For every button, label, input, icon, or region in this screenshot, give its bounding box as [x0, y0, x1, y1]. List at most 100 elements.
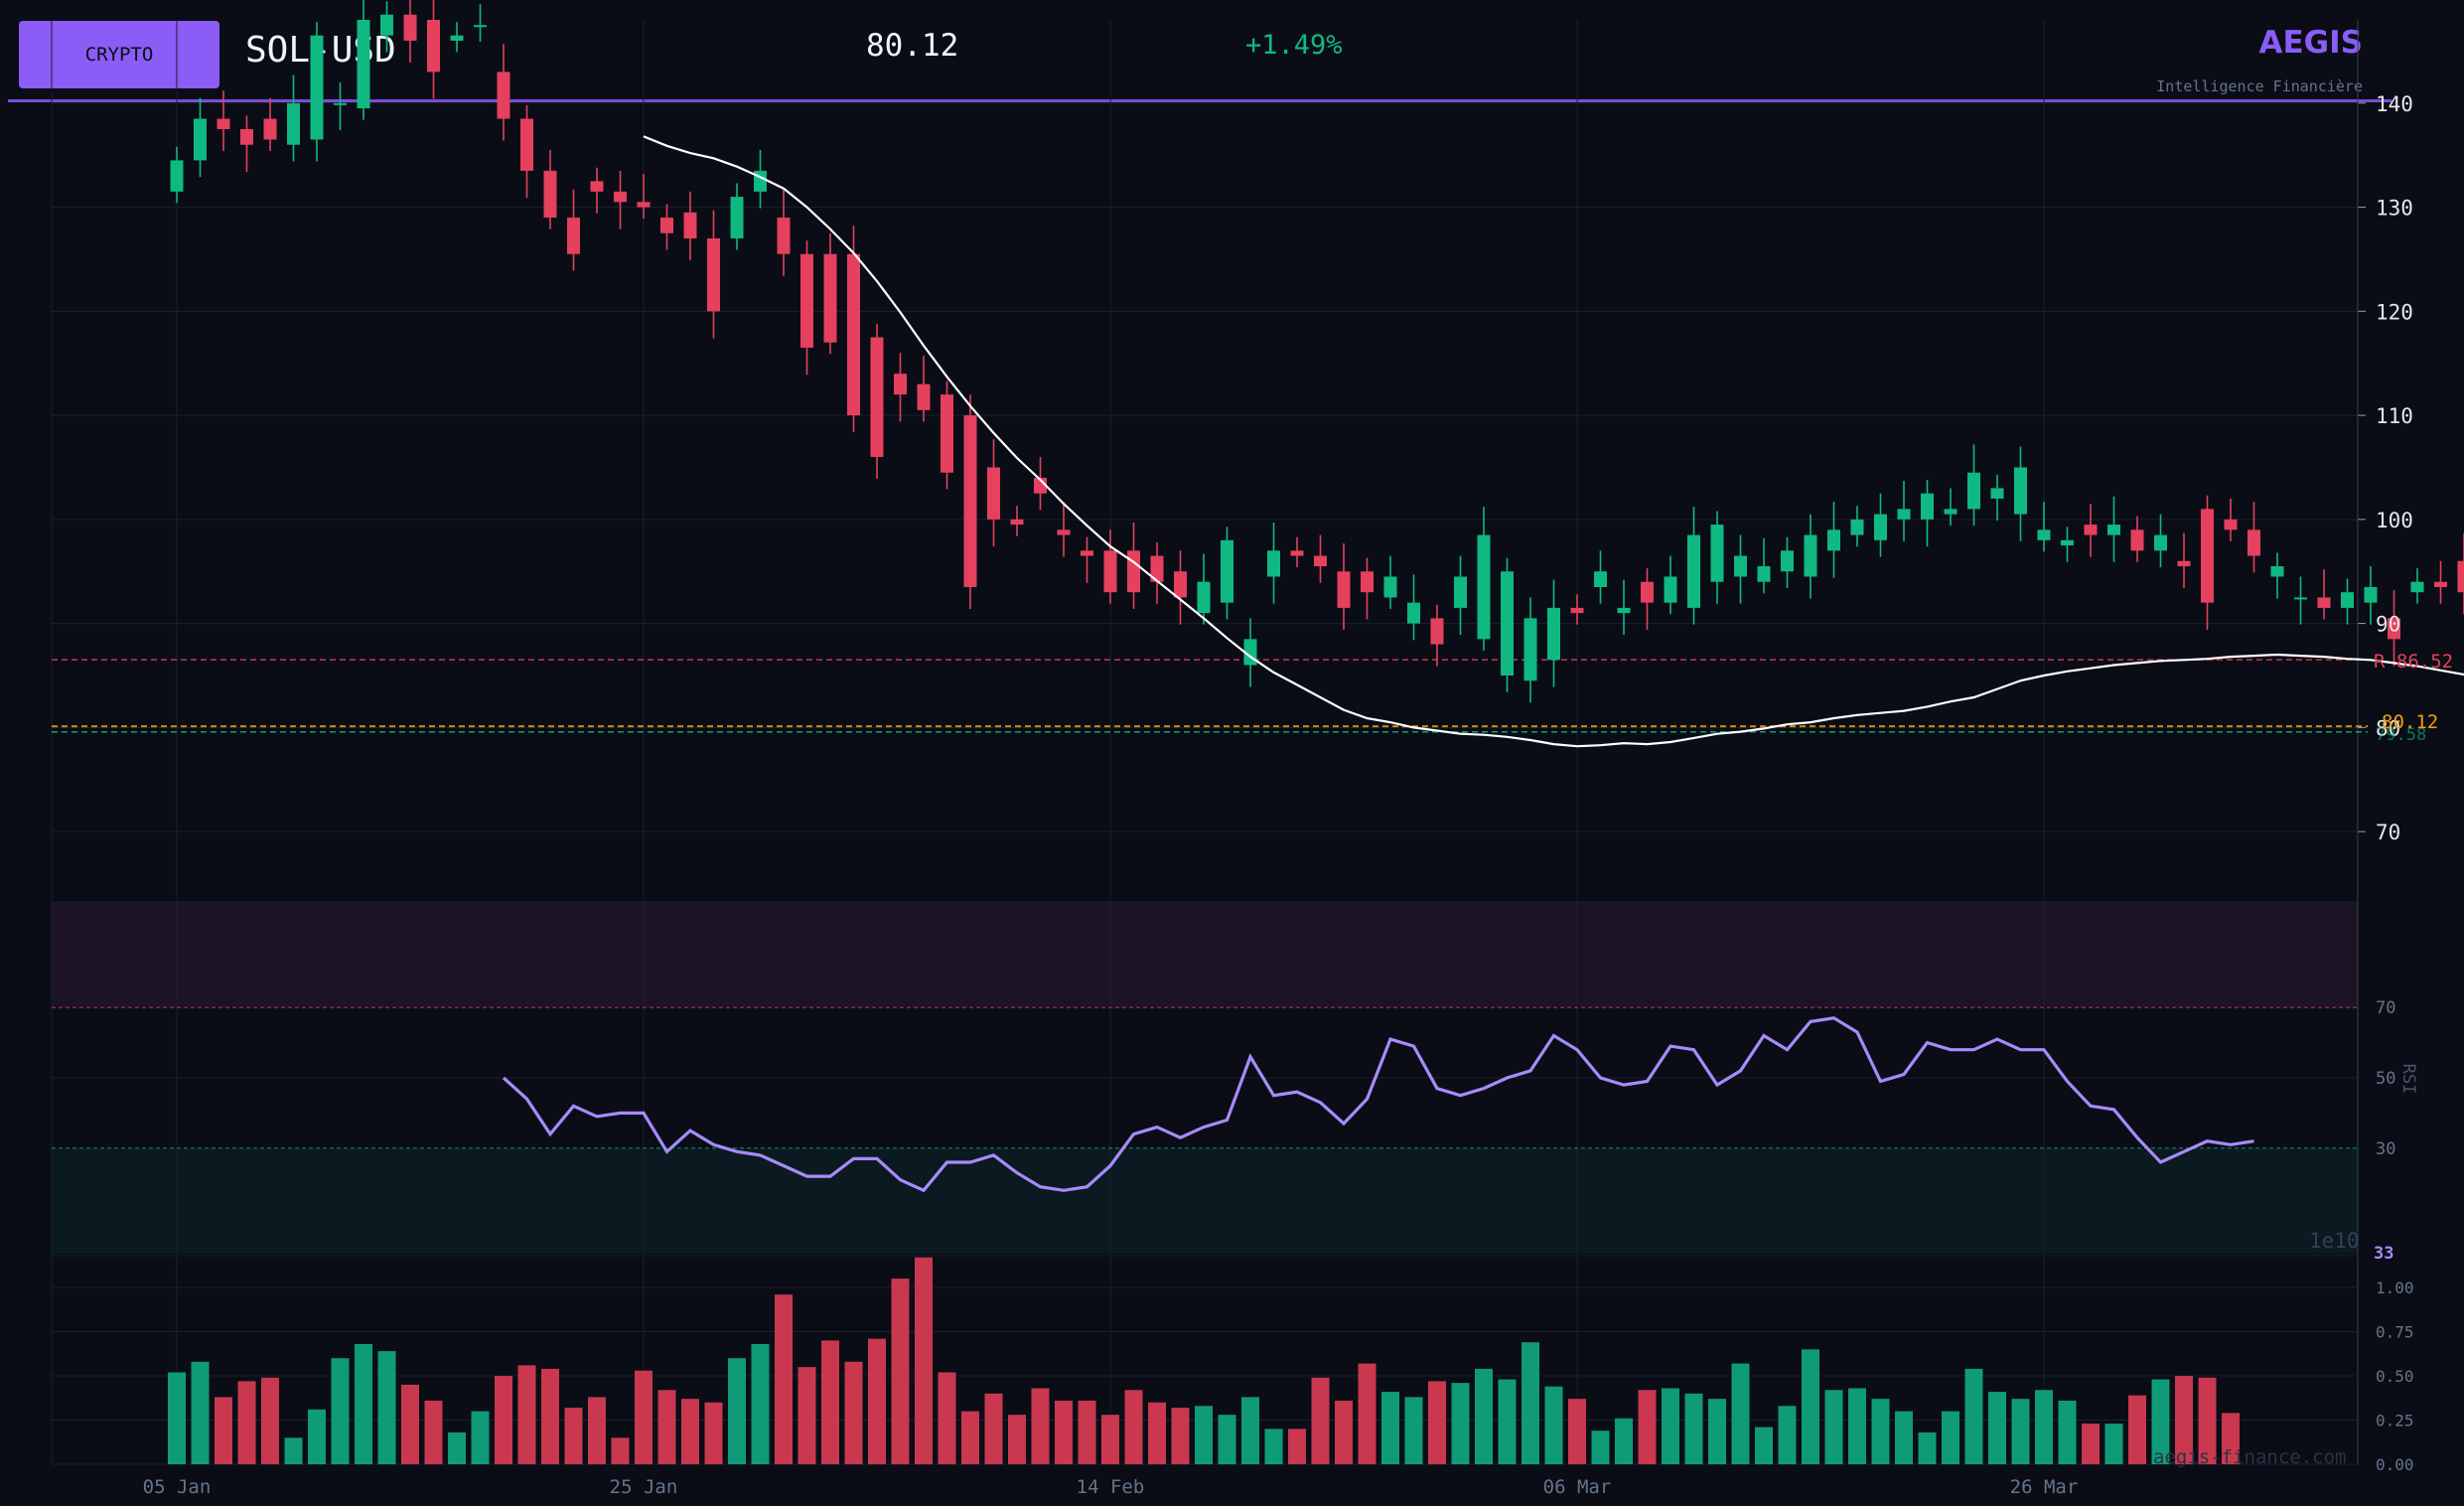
- candle-body: [1523, 618, 1537, 681]
- candle-body: [263, 118, 277, 140]
- x-tick-label: 14 Feb: [1077, 1476, 1145, 1498]
- volume-bar: [1404, 1397, 1423, 1464]
- volume-bar: [588, 1397, 606, 1464]
- candle-body: [1057, 529, 1071, 535]
- volume-bar: [471, 1411, 490, 1464]
- price-tick-label: 80: [2376, 716, 2400, 740]
- candle-body: [1547, 607, 1560, 661]
- candle-body: [1990, 488, 2004, 499]
- volume-bar: [1008, 1415, 1026, 1464]
- candle-body: [1477, 534, 1491, 640]
- volume-bar: [1171, 1408, 1190, 1464]
- volume-bar: [308, 1409, 326, 1464]
- candle-body: [497, 72, 510, 119]
- candle-body: [2364, 586, 2378, 603]
- volume-bar: [891, 1279, 910, 1464]
- volume-bar: [284, 1437, 303, 1464]
- volume-bar: [844, 1361, 863, 1464]
- candle-body: [2247, 529, 2260, 556]
- price-tick-label: 100: [2376, 509, 2413, 532]
- chart-header: CRYPTO SOL-USD 80.12 +1.49% AEGIS Intell…: [0, 0, 2464, 109]
- rsi-axis-label: RSI: [2398, 1064, 2418, 1095]
- candle-body: [380, 14, 393, 36]
- candle-body: [777, 218, 791, 254]
- volume-bar: [2151, 1379, 2170, 1464]
- volume-bar: [424, 1400, 443, 1464]
- candle-body: [1407, 602, 1420, 624]
- price-tick-label: 120: [2376, 300, 2413, 324]
- volume-bar: [1218, 1415, 1236, 1464]
- candle-body: [823, 253, 837, 343]
- volume-bar: [1918, 1431, 1937, 1464]
- volume-bar: [751, 1343, 770, 1464]
- volume-bar: [2058, 1400, 2077, 1464]
- candle-body: [847, 253, 860, 416]
- rsi-last-value: 33: [2374, 1244, 2393, 1264]
- candle-body: [194, 118, 207, 161]
- candle-body: [894, 374, 907, 395]
- volume-bar: [1802, 1349, 1819, 1464]
- asset-class-badge: CRYPTO: [19, 21, 219, 88]
- volume-bar: [1848, 1388, 1866, 1464]
- candle-body: [1827, 529, 1840, 551]
- volume-bar: [495, 1376, 512, 1464]
- candle-body: [730, 197, 744, 238]
- volume-bar: [2011, 1399, 2030, 1464]
- volume-bar: [1684, 1393, 1703, 1464]
- price-tick-label: 110: [2376, 404, 2413, 428]
- candle-body: [334, 102, 347, 105]
- candle-body: [2457, 560, 2464, 593]
- volume-bar: [261, 1377, 279, 1464]
- last-price: 80.12: [866, 28, 959, 64]
- rsi-overbought-zone: [52, 902, 2358, 1008]
- candle-body: [917, 383, 931, 410]
- volume-bar: [1871, 1399, 1890, 1464]
- candle-body: [2154, 534, 2167, 551]
- candle-body: [567, 218, 580, 254]
- candle-body: [543, 170, 557, 219]
- volume-bar: [2082, 1424, 2100, 1464]
- volume-tick-label: 0.75: [2376, 1323, 2414, 1342]
- volume-bar: [1824, 1390, 1843, 1464]
- candle-body: [2410, 581, 2424, 593]
- volume-bar: [1428, 1381, 1446, 1464]
- candle-body: [1454, 576, 1467, 608]
- candle-body: [2224, 519, 2238, 530]
- volume-bar: [517, 1365, 536, 1464]
- volume-bar: [2104, 1424, 2123, 1464]
- volume-bar: [1358, 1363, 1377, 1464]
- candle-body: [2201, 509, 2214, 603]
- candle-body: [474, 25, 487, 28]
- volume-bar: [1731, 1363, 1750, 1464]
- price-tick-label: 70: [2376, 821, 2400, 844]
- candle-body: [217, 118, 230, 129]
- last-price-label: 80.12: [2382, 711, 2438, 733]
- volume-bar: [168, 1372, 186, 1464]
- volume-bar: [1964, 1368, 1983, 1464]
- candle-body: [1617, 607, 1631, 614]
- volume-bar: [2035, 1390, 2053, 1464]
- volume-bar: [1568, 1399, 1586, 1464]
- volume-bar: [1895, 1411, 1913, 1464]
- resistance-label: R 86.52: [2374, 651, 2453, 673]
- volume-bar: [1662, 1388, 1679, 1464]
- candle-body: [1850, 519, 1864, 535]
- volume-bar: [1522, 1342, 1539, 1464]
- candle-body: [2294, 597, 2307, 600]
- candle-body: [1383, 576, 1397, 598]
- candle-body: [987, 467, 1000, 520]
- candle-body: [870, 337, 884, 457]
- volume-bar: [984, 1393, 1003, 1464]
- volume-bar: [401, 1384, 419, 1464]
- volume-bar: [2175, 1376, 2193, 1464]
- price-tick-label: 140: [2376, 92, 2413, 116]
- candle-body: [1197, 581, 1211, 614]
- volume-bar: [1311, 1377, 1330, 1464]
- volume-bar: [961, 1411, 979, 1464]
- watermark-url: aegis-finance.com: [2153, 1446, 2347, 1468]
- rsi-tick-label: 30: [2376, 1139, 2395, 1159]
- candle-body: [963, 415, 977, 587]
- volume-bar: [938, 1372, 956, 1464]
- volume-bar: [2198, 1377, 2217, 1464]
- volume-bar: [1148, 1402, 1166, 1464]
